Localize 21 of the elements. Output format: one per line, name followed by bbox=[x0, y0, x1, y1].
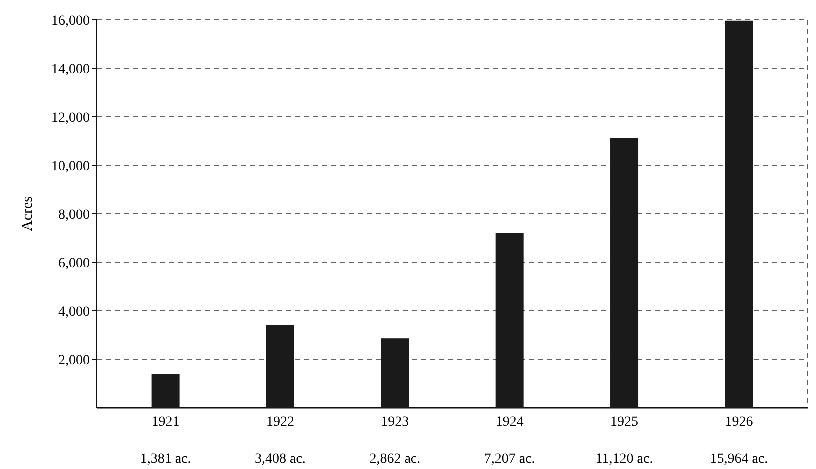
data-label: 15,964 ac. bbox=[710, 452, 768, 467]
y-tick-label: 2,000 bbox=[58, 353, 90, 368]
y-tick-label: 14,000 bbox=[52, 62, 90, 78]
x-tick-label: 1923 bbox=[381, 415, 410, 430]
data-label: 11,120 ac. bbox=[596, 452, 654, 467]
x-tick-label: 1924 bbox=[496, 415, 524, 430]
y-tick-label: 10,000 bbox=[52, 159, 90, 174]
x-tick-label: 1926 bbox=[725, 415, 754, 430]
data-label: 7,207 ac. bbox=[484, 452, 536, 467]
data-label: 2,862 ac. bbox=[370, 452, 421, 467]
y-tick-label: 6,000 bbox=[58, 256, 90, 272]
x-tick-label: 1922 bbox=[266, 415, 294, 430]
y-tick-label: 4,000 bbox=[58, 304, 90, 320]
x-tick-label: 1925 bbox=[610, 415, 639, 430]
y-tick-label: 12,000 bbox=[52, 110, 90, 126]
y-axis-title: Acres bbox=[20, 196, 36, 232]
data-label: 1,381 ac. bbox=[140, 452, 192, 467]
data-label: 3,408 ac. bbox=[255, 452, 306, 467]
y-tick-label: 8,000 bbox=[58, 208, 90, 223]
y-tick-label: 16,000 bbox=[52, 14, 90, 29]
x-tick-label: 1921 bbox=[152, 415, 180, 430]
